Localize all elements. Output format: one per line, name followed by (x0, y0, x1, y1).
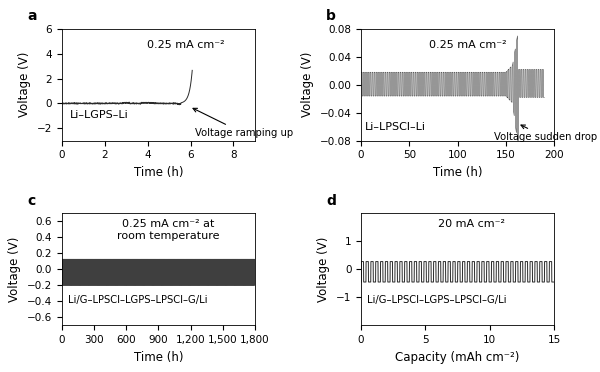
Y-axis label: Voltage (V): Voltage (V) (317, 237, 331, 302)
Text: Li–LPSCl–Li: Li–LPSCl–Li (365, 122, 426, 132)
Text: c: c (27, 194, 35, 208)
X-axis label: Time (h): Time (h) (433, 166, 482, 179)
Text: 0.25 mA cm⁻² at
room temperature: 0.25 mA cm⁻² at room temperature (117, 219, 219, 241)
Y-axis label: Voltage (V): Voltage (V) (18, 52, 31, 118)
X-axis label: Time (h): Time (h) (134, 166, 183, 179)
Text: d: d (326, 194, 336, 208)
Text: Li/G–LPSCl–LGPS–LPSCl–G/Li: Li/G–LPSCl–LGPS–LPSCl–G/Li (68, 295, 207, 305)
Text: Li–LGPS–Li: Li–LGPS–Li (70, 110, 128, 121)
Y-axis label: Voltage (V): Voltage (V) (8, 237, 22, 302)
Text: 20 mA cm⁻²: 20 mA cm⁻² (438, 219, 505, 229)
Text: Voltage sudden drop: Voltage sudden drop (494, 125, 598, 142)
Y-axis label: Voltage (V): Voltage (V) (301, 52, 314, 118)
X-axis label: Capacity (mAh cm⁻²): Capacity (mAh cm⁻²) (395, 351, 520, 364)
Text: 0.25 mA cm⁻²: 0.25 mA cm⁻² (428, 40, 506, 50)
Text: b: b (326, 9, 336, 23)
Text: 0.25 mA cm⁻²: 0.25 mA cm⁻² (147, 40, 224, 50)
Text: a: a (27, 9, 37, 23)
Text: Li/G–LPSCl–LGPS–LPSCl–G/Li: Li/G–LPSCl–LGPS–LPSCl–G/Li (367, 295, 506, 305)
Text: Voltage ramping up: Voltage ramping up (193, 108, 293, 138)
X-axis label: Time (h): Time (h) (134, 351, 183, 364)
